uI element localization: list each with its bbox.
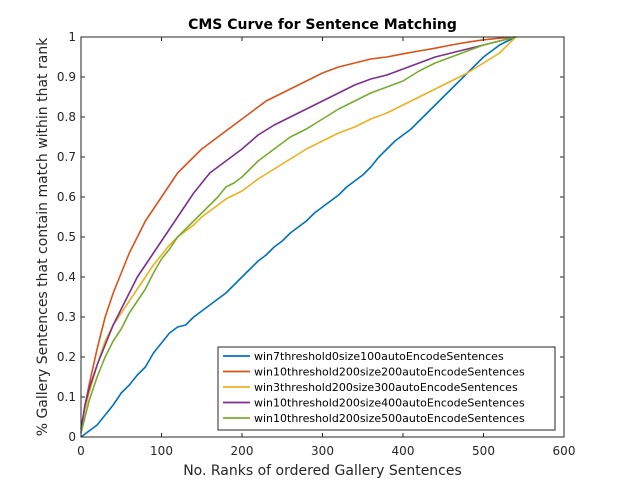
series-layer [80,36,517,438]
series-line-2 [80,36,516,434]
x-tick-label: 100 [150,444,173,458]
series-line-5 [80,36,516,434]
x-tick-label: 600 [553,444,576,458]
y-tick-label: 1 [68,30,76,44]
legend-entries: win7threshold0size100autoEncodeSentences… [223,350,525,425]
series-line-1 [80,36,517,438]
y-tick-label: 0 [68,430,76,444]
y-axis-title: % Gallery Sentences that contain match w… [35,37,51,436]
legend-label-3: win3threshold200size300autoEncodeSentenc… [254,381,518,394]
legend: win7threshold0size100autoEncodeSentences… [217,346,556,431]
y-tick-label: 0.3 [57,310,76,324]
legend-label-1: win7threshold0size100autoEncodeSentences [254,350,504,363]
ticks-layer: 0 100 200 300 400 500 600 0 0.1 0.2 0.3 0.4 0.5 0.6 0.… [57,30,576,458]
chart-title: CMS Curve for Sentence Matching [188,17,457,33]
y-tick-label: 0.7 [57,150,76,164]
legend-label-5: win10threshold200size500autoEncodeSenten… [254,412,525,425]
y-tick-label: 0.6 [57,190,76,204]
y-tick-label: 0.8 [57,110,76,124]
x-tick-label: 0 [77,444,85,458]
x-axis-title: No. Ranks of ordered Gallery Sentences [183,463,462,479]
y-tick-label: 0.9 [57,70,76,84]
legend-label-2: win10threshold200size200autoEncodeSenten… [254,366,525,379]
y-tick-label: 0.1 [57,390,76,404]
x-tick-label: 400 [392,444,415,458]
legend-box [217,346,556,431]
y-tick-label: 0.5 [57,230,76,244]
y-tick-label: 0.4 [57,270,76,284]
series-line-4 [80,36,516,430]
x-tick-label: 300 [311,444,334,458]
x-tick-label: 200 [231,444,254,458]
series-line-3 [80,36,517,430]
legend-label-4: win10threshold200size400autoEncodeSenten… [254,397,525,410]
y-tick-label: 0.2 [57,350,76,364]
x-tick-label: 500 [472,444,495,458]
